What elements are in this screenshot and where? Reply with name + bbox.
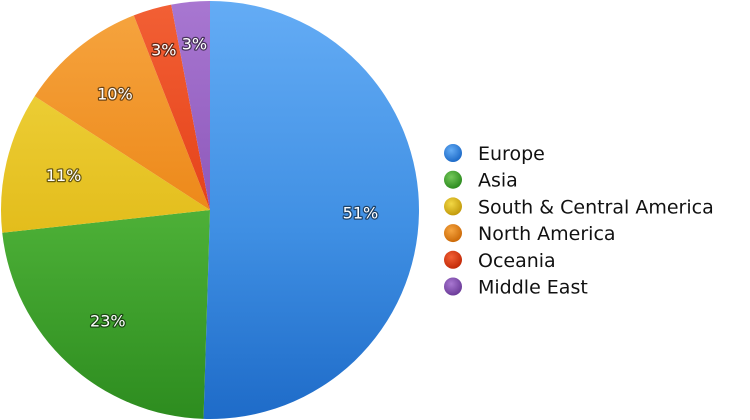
legend-label-north-america: North America — [478, 223, 616, 245]
legend-item-south-central-america: South & Central America — [444, 196, 714, 218]
pie-slice-asia — [2, 210, 210, 419]
legend-item-middle-east: Middle East — [444, 277, 588, 299]
pie-slice-labels: 51% 23% 11% 10% 3% 3% — [45, 33, 380, 331]
pie-slice-north-america — [34, 15, 211, 211]
legend-swatch-asia — [444, 170, 462, 189]
legend-item-asia: Asia — [444, 170, 518, 192]
slice-label-north-america: 10% — [97, 84, 133, 103]
legend: Europe Asia South & Central America North A… — [444, 143, 714, 299]
legend-item-north-america: North America — [444, 223, 616, 245]
pie-slice-europe — [203, 1, 420, 419]
pie-slice-middle-east — [171, 1, 210, 210]
slice-label-south-central-america: 11% — [46, 166, 82, 185]
slice-label-europe: 51% — [343, 203, 379, 222]
legend-swatch-middle-east — [444, 277, 462, 296]
slice-label-asia: 23% — [90, 311, 126, 330]
legend-item-oceania: Oceania — [444, 250, 556, 272]
legend-label-middle-east: Middle East — [478, 277, 588, 299]
slice-label-oceania: 3% — [151, 40, 176, 59]
legend-label-europe: Europe — [478, 143, 545, 165]
legend-swatch-europe — [444, 144, 462, 162]
legend-swatch-north-america — [444, 224, 462, 243]
legend-label-oceania: Oceania — [478, 250, 556, 272]
legend-item-europe: Europe — [444, 143, 545, 165]
slice-label-middle-east: 3% — [182, 35, 207, 54]
pie-slice-oceania — [133, 4, 210, 211]
legend-swatch-oceania — [444, 250, 462, 269]
legend-swatch-south-central-america — [444, 197, 462, 216]
pie-slices — [1, 1, 420, 419]
legend-label-south-central-america: South & Central America — [478, 196, 714, 218]
legend-label-asia: Asia — [478, 170, 518, 192]
pie-slice-south-central-america — [1, 96, 211, 233]
